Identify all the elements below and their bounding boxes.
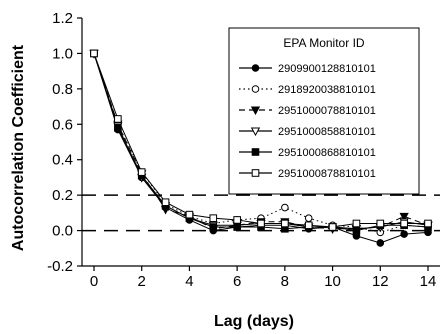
data-point [304, 221, 313, 230]
legend-label: 2951000868810101 [278, 147, 376, 159]
y-tick-label: 1.2 [52, 10, 73, 27]
data-point [281, 203, 289, 212]
x-tick-label: 0 [90, 273, 98, 290]
data-point [400, 230, 408, 238]
y-tick-label: 0.8 [52, 81, 73, 98]
data-point [161, 198, 170, 207]
legend-label: 2909900128810101 [278, 63, 376, 75]
data-point [400, 219, 408, 228]
legend-label: 2918920038810101 [278, 84, 376, 96]
data-point [209, 214, 218, 222]
data-point [114, 115, 122, 123]
x-tick-label: 8 [281, 273, 289, 290]
legend-label: 2951000078810101 [278, 105, 376, 117]
y-tick-label: 0.2 [52, 187, 73, 204]
legend: EPA Monitor ID 2909900128810101 291892003… [228, 27, 420, 195]
data-point [209, 223, 218, 231]
legend-box [228, 27, 420, 195]
tick-marks [77, 17, 429, 271]
x-tick-label: 10 [324, 273, 341, 290]
y-axis-title: Autocorrelation Coefficient [10, 44, 27, 251]
data-point [352, 226, 361, 235]
y-tick-label: 0.6 [52, 116, 73, 133]
series-markers [89, 49, 433, 247]
legend-marker [250, 106, 261, 116]
data-point [233, 216, 241, 224]
data-point [352, 219, 361, 228]
y-tick-label: -0.2 [47, 258, 73, 275]
y-tick-label: 1.0 [52, 45, 73, 62]
legend-label: 2951000858810101 [278, 126, 376, 138]
data-point [376, 219, 385, 228]
y-tick-label: 0.4 [52, 152, 73, 169]
legend-marker [251, 64, 260, 72]
legend-marker [251, 148, 260, 156]
data-point [137, 168, 146, 176]
data-point [399, 212, 409, 222]
legend-marker [251, 85, 260, 93]
x-tick-label: 14 [420, 273, 437, 290]
data-point [257, 219, 265, 228]
x-tick-label: 4 [185, 273, 193, 290]
legend-marker [250, 127, 261, 137]
data-point [185, 210, 194, 219]
legend-label: 2951000878810101 [278, 168, 376, 180]
data-point [90, 49, 98, 58]
data-point [376, 239, 385, 247]
data-point [304, 214, 313, 222]
y-tick-label: 0.0 [52, 223, 73, 240]
x-tick-label: 6 [233, 273, 241, 290]
x-axis-title: Lag (days) [214, 313, 294, 330]
data-point [328, 223, 337, 231]
tick-labels: -0.2 0.0 0.2 0.4 0.6 0.8 1.0 1.2 0 2 4 6 8 10 12 14 [47, 10, 436, 290]
data-point [281, 219, 289, 228]
data-point [114, 124, 122, 132]
x-tick-label: 12 [372, 273, 389, 290]
x-tick-label: 2 [138, 273, 146, 290]
data-point [233, 223, 241, 231]
legend-items: 2909900128810101 2918920038810101 29510000… [239, 63, 376, 180]
data-point [424, 219, 432, 228]
legend-title: EPA Monitor ID [283, 36, 364, 50]
legend-marker [251, 169, 260, 177]
